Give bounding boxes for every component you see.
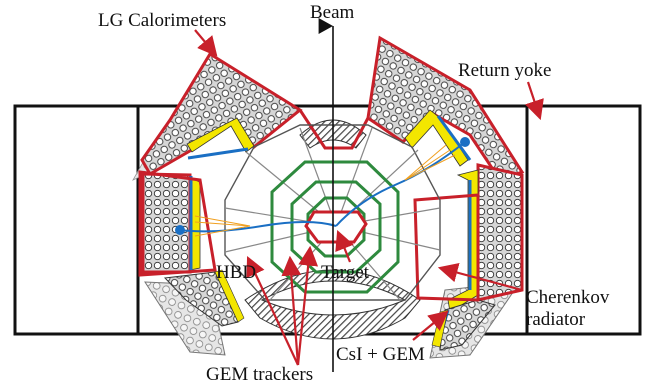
arrow-csi-gem xyxy=(412,310,449,341)
lg-calorimeter-upper-left xyxy=(140,51,303,177)
label-target: Target xyxy=(321,262,370,283)
label-csi-gem: CsI + GEM xyxy=(336,344,425,365)
radiator-strip-lower-left xyxy=(214,269,245,323)
track-right xyxy=(335,141,466,227)
calorimeter-block-lower-left xyxy=(163,271,239,327)
arrow-gem-1 xyxy=(246,256,299,366)
calorimeter-block-upper-right xyxy=(366,35,525,182)
lg-calorimeter-left xyxy=(138,170,217,277)
csi-strip-upper-right xyxy=(436,115,472,161)
arrow-target xyxy=(335,229,354,263)
arrow-cherenkov xyxy=(437,262,523,292)
hit-left xyxy=(175,225,185,235)
red-boundary-right xyxy=(336,117,370,150)
annotation-arrows xyxy=(194,29,544,366)
labels: LG Calorimeters Beam Return yoke HBD Tar… xyxy=(98,2,610,385)
calorimeter-block-left xyxy=(141,172,192,274)
hit-right xyxy=(460,137,470,147)
red-boundary-right-lower xyxy=(413,193,480,302)
lg-calorimeter-lower-left xyxy=(163,269,245,327)
label-beam: Beam xyxy=(310,2,355,23)
label-gem-trackers: GEM trackers xyxy=(206,364,313,385)
label-hbd: HBD xyxy=(216,262,256,283)
arrow-return-yoke xyxy=(525,81,544,121)
label-lg-calorimeters: LG Calorimeters xyxy=(98,10,226,31)
hbd-outer-octagon xyxy=(224,124,441,301)
gem-octagon-middle xyxy=(290,180,382,274)
target-region xyxy=(304,210,368,244)
arrow-gem-2 xyxy=(281,255,302,366)
radiator-strip-upper-left xyxy=(186,117,255,153)
particle-tracks xyxy=(175,137,470,237)
track-left xyxy=(179,221,337,233)
arrow-gem-3 xyxy=(296,245,319,366)
left-outer-red-frame xyxy=(138,170,217,277)
label-cherenkov: Cherenkov xyxy=(526,287,610,308)
calorimeter-block-upper-left xyxy=(140,51,303,177)
cherenkov-rays-left xyxy=(194,215,251,237)
arrow-lg-calorimeters xyxy=(194,29,218,57)
gem-octagon-outer xyxy=(270,160,400,294)
cherenkov-rays-right xyxy=(404,144,456,181)
csi-strip-upper-left xyxy=(187,147,249,160)
label-return-yoke: Return yoke xyxy=(458,60,551,81)
label-radiator: radiator xyxy=(526,309,586,330)
